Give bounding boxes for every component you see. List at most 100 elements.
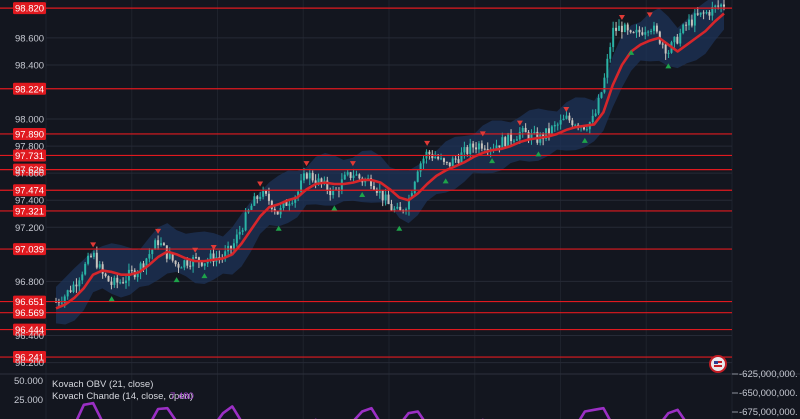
candle-body	[632, 32, 635, 34]
candle-body	[644, 32, 647, 35]
candle-body	[270, 200, 273, 209]
candle-body	[495, 145, 498, 149]
candle-body	[702, 12, 705, 14]
candle-body	[282, 201, 285, 208]
candle-body	[177, 264, 180, 268]
candle-body	[125, 280, 128, 284]
candle-body	[460, 152, 463, 163]
candle-body	[250, 205, 253, 210]
candle-body	[311, 172, 314, 181]
candle-body	[486, 148, 489, 151]
candle-body	[591, 115, 594, 123]
candle-body	[428, 151, 431, 155]
support-resistance-levels[interactable]: 98.820 98.224 97.890 97.731 97.626 97.474 97.3…	[0, 2, 732, 364]
candle-body	[238, 231, 241, 235]
candle-body	[92, 252, 95, 257]
candle-body	[381, 190, 384, 201]
candle-body	[276, 211, 279, 215]
indicator-tick-label: 25.000	[14, 395, 43, 406]
candle-body	[682, 24, 685, 34]
candle-body	[101, 264, 104, 274]
candle-body	[148, 254, 151, 259]
candle-body	[90, 255, 93, 257]
candle-body	[679, 33, 682, 44]
candle-body	[367, 177, 370, 180]
candle-body	[157, 240, 160, 246]
level-label: 96.651	[15, 297, 44, 308]
candle-body	[518, 131, 521, 140]
candle-body	[399, 206, 402, 211]
candle-body	[142, 263, 145, 269]
candle-body	[320, 178, 323, 184]
candle-body	[419, 163, 422, 172]
candle-body	[273, 208, 276, 212]
flag-icon[interactable]	[709, 355, 727, 373]
candle-body	[407, 198, 410, 210]
candle-body	[346, 172, 349, 175]
candle-body	[553, 124, 556, 127]
candle-body	[568, 115, 571, 121]
level-badge	[13, 2, 46, 15]
candle-body	[533, 131, 536, 134]
level-label: 97.474	[15, 186, 44, 197]
candle-body	[594, 113, 597, 116]
candle-body	[332, 189, 335, 196]
level-label: 96.444	[15, 325, 44, 336]
level-label: 96.241	[15, 353, 44, 364]
candle-body	[699, 12, 702, 15]
sell-marker	[210, 245, 217, 251]
candle-body	[582, 126, 585, 130]
candle-body	[326, 180, 329, 191]
candle-body	[390, 204, 393, 211]
candle-body	[113, 277, 116, 285]
candle-body	[685, 24, 688, 26]
buy-marker	[331, 205, 338, 211]
level-label: 97.890	[15, 129, 44, 140]
candle-body	[69, 290, 72, 292]
candle-body	[705, 12, 708, 14]
buy-marker	[489, 158, 496, 164]
candle-body	[641, 32, 644, 35]
candle-body	[469, 143, 472, 154]
price-tick-label: 98.000	[15, 115, 44, 126]
candle-body	[294, 196, 297, 203]
candle-body	[235, 234, 238, 244]
candle-body	[717, 5, 720, 7]
candle-body	[195, 257, 198, 259]
candle-body	[507, 133, 510, 147]
level-label: 97.321	[15, 206, 44, 217]
candle-body	[585, 129, 588, 131]
candle-body	[647, 31, 650, 33]
candle-body	[183, 260, 186, 268]
candle-body	[305, 173, 308, 179]
candle-body	[466, 147, 469, 154]
level-badge	[13, 243, 46, 256]
volatility-band	[56, 0, 724, 325]
candle-body	[291, 202, 294, 204]
candle-body	[547, 128, 550, 134]
candle-body	[687, 19, 690, 26]
candle-body	[711, 6, 714, 16]
level-badge	[13, 204, 46, 217]
candle-body	[168, 253, 171, 259]
candle-body	[422, 158, 425, 164]
candle-body	[638, 29, 641, 33]
candle-body	[565, 115, 568, 119]
candle-body	[98, 264, 101, 268]
candle-body	[524, 127, 527, 133]
candle-body	[288, 203, 291, 206]
candle-body	[212, 253, 215, 262]
candle-body	[256, 196, 259, 199]
buy-marker	[665, 63, 672, 69]
price-axis: 98.600 98.400 98.000 97.800 97.600 97.400 97.2…	[15, 33, 44, 369]
candle-body	[116, 277, 119, 283]
candle-body	[55, 301, 57, 303]
candle-body	[629, 30, 632, 33]
candle-body	[434, 156, 437, 159]
candle-body	[75, 284, 78, 287]
moving-average	[55, 12, 725, 310]
candle-body	[372, 186, 375, 190]
candle-body	[562, 118, 565, 121]
candle-body	[603, 77, 606, 93]
